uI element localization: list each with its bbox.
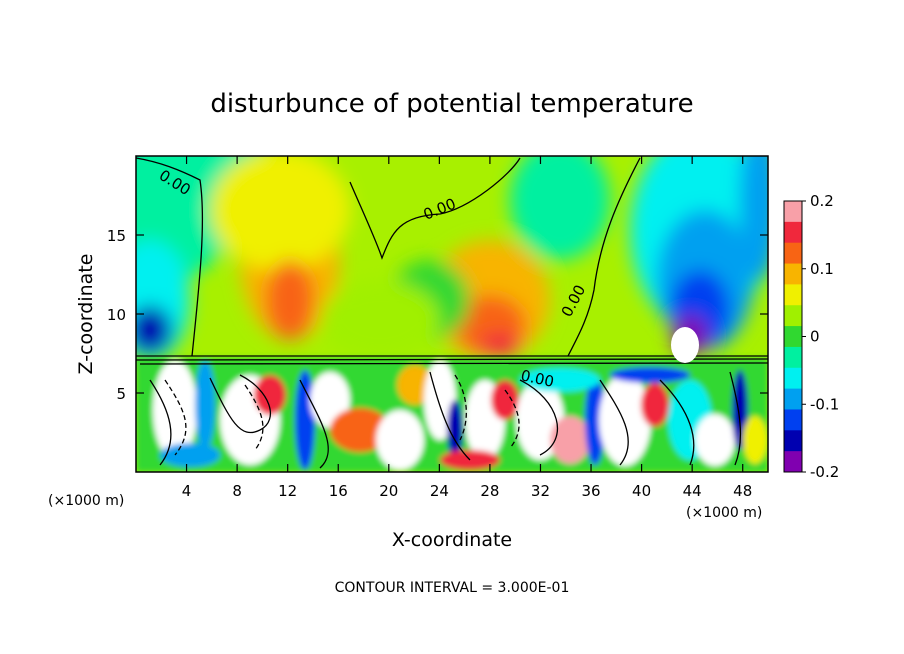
- x-tick-label: 16: [329, 482, 348, 500]
- x-tick-label: 12: [278, 482, 297, 500]
- colorbar-swatch: [784, 367, 802, 390]
- x-unit-label-right: (×1000 m): [686, 505, 762, 521]
- field-patch: [610, 367, 690, 383]
- x-tick-label: 28: [480, 482, 499, 500]
- field-patch: [480, 333, 520, 357]
- colorbar-swatch: [784, 305, 802, 327]
- colorbar-swatch: [784, 388, 802, 410]
- x-tick-label: 24: [430, 482, 449, 500]
- contour-line: [164, 379, 264, 456]
- field-patch: [266, 260, 314, 340]
- colorbar-tick-label: 0.2: [810, 192, 834, 210]
- colorbar-swatch: [784, 346, 802, 369]
- field-patch: [447, 400, 463, 460]
- y-tick-label: 10: [107, 306, 126, 324]
- colorbar: 0.2 0.1 0 -0.1 -0.2: [783, 192, 839, 481]
- x-tick-label: 40: [632, 482, 651, 500]
- contour-line: [599, 371, 742, 466]
- field-patch: [330, 408, 390, 452]
- field-patch: [599, 374, 651, 466]
- x-unit-label-left: (×1000 m): [48, 493, 124, 509]
- contour-line: [136, 157, 204, 357]
- field-patch: [695, 414, 735, 466]
- field-patch: [491, 380, 519, 420]
- x-axis-label: X-coordinate: [392, 529, 512, 551]
- colorbar-tick-label: -0.1: [810, 395, 839, 413]
- colorbar-swatch: [784, 451, 802, 473]
- colorbar-tick-label: 0: [810, 328, 820, 346]
- contour-line: [567, 157, 641, 357]
- colorbar-swatch: [784, 326, 802, 348]
- colorbar-tick-label: 0.1: [810, 260, 834, 278]
- field-patch: [295, 370, 315, 470]
- field-patch: [376, 410, 424, 470]
- field-patch: [585, 375, 605, 465]
- y-axis: 5 10 15: [107, 227, 768, 403]
- contour-line: [136, 355, 768, 365]
- x-tick-label: 44: [683, 482, 702, 500]
- colorbar-swatch: [784, 430, 802, 452]
- colorbar-swatch: [784, 201, 802, 223]
- y-tick-label: 15: [107, 227, 126, 245]
- field-patch: [550, 416, 590, 464]
- x-tick-label: 20: [379, 482, 398, 500]
- field-patch: [510, 156, 610, 260]
- heatmap-field: 0.00 0.00 0.00 0.00: [136, 156, 768, 472]
- field-patch: [160, 443, 220, 467]
- colorbar-swatch: [784, 221, 802, 244]
- field-patch: [397, 365, 433, 405]
- field-patch: [136, 306, 172, 354]
- field-patch: [743, 416, 767, 464]
- colorbar-swatch: [784, 409, 802, 431]
- contour-line: [149, 374, 271, 466]
- colorbar-swatch: [784, 242, 802, 265]
- field-patch: [671, 327, 699, 363]
- field-patch: [520, 368, 600, 392]
- field-patch: [320, 280, 440, 360]
- contour-interval-note: CONTOUR INTERVAL = 3.000E-01: [335, 580, 570, 596]
- field-patch: [740, 156, 768, 280]
- field-patch: [254, 375, 286, 415]
- colorbar-swatch: [784, 263, 802, 285]
- chart-title: disturbunce of potential temperature: [210, 89, 693, 119]
- field-patch: [195, 360, 215, 450]
- field-patch: [153, 360, 197, 460]
- field-patch: [641, 383, 669, 427]
- x-tick-label: 48: [733, 482, 752, 500]
- y-tick-label: 5: [116, 385, 126, 403]
- contour-line: [454, 374, 520, 449]
- colorbar-swatch: [784, 284, 802, 306]
- field-patch: [732, 370, 748, 450]
- field-patch: [210, 156, 350, 270]
- colorbar-tick-label: -0.2: [810, 463, 839, 481]
- x-tick-label: 4: [182, 482, 192, 500]
- contour-line: [349, 157, 521, 260]
- contour-line: [299, 371, 558, 469]
- y-axis-label: Z-coordinate: [75, 254, 97, 375]
- x-tick-label: 8: [232, 482, 242, 500]
- x-axis: 4 8 12 16 20 24 28 32 36 40 44 48: [182, 156, 752, 500]
- x-tick-label: 36: [581, 482, 600, 500]
- x-tick-label: 32: [531, 482, 550, 500]
